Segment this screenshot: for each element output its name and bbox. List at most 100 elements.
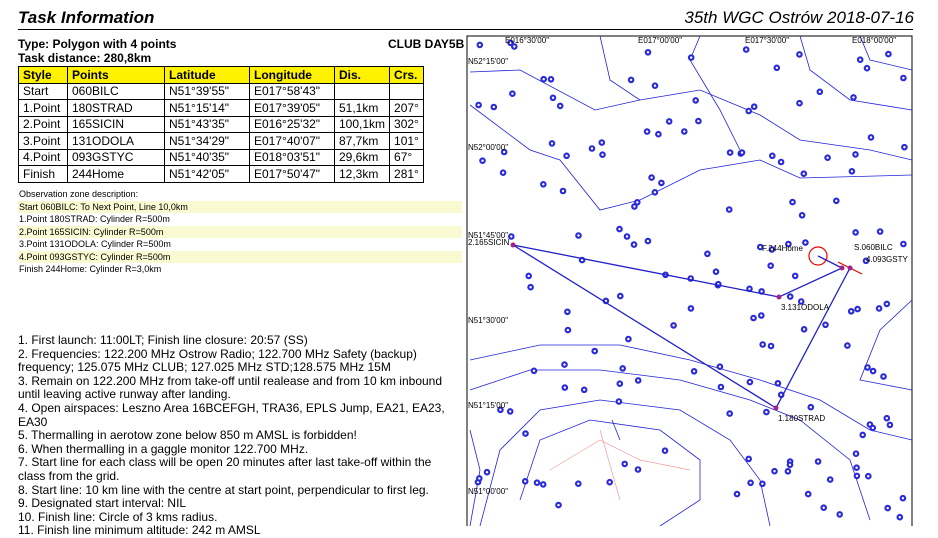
- waypoint-dot-center: [481, 159, 484, 162]
- note: 9. Designated start interval: NIL: [18, 496, 187, 511]
- table-cell: 281°: [389, 165, 424, 183]
- waypoint-dot-center: [770, 248, 774, 251]
- page-title: Task Information: [18, 8, 155, 27]
- waypoint-dot-center: [800, 214, 804, 217]
- waypoint-dot-center: [509, 41, 512, 44]
- waypoint-dot-center: [566, 328, 570, 332]
- waypoint-dot-center: [561, 189, 565, 193]
- waypoint-dot-center: [854, 231, 857, 234]
- waypoint-dot-center: [637, 379, 640, 382]
- waypoint-dot-center: [623, 462, 626, 466]
- waypoint-dot-center: [776, 382, 780, 385]
- header-rule: [18, 29, 913, 30]
- waypoint-dot-center: [846, 344, 849, 347]
- waypoint-dot-center: [779, 160, 783, 164]
- waypoint-dot-center: [646, 51, 650, 54]
- latitude-label: N51°45'00": [468, 231, 508, 240]
- table-cell: 67°: [389, 148, 424, 166]
- waypoint-dot-center: [861, 433, 864, 437]
- waypoint-label: S.060BILC: [854, 243, 893, 252]
- waypoint-dot-center: [838, 513, 841, 516]
- waypoint-dot-center: [800, 300, 803, 303]
- waypoint-dot-center: [802, 328, 806, 331]
- waypoint-dot-center: [663, 449, 667, 452]
- latitude-label: N51°30'00": [468, 316, 508, 325]
- event-title: 35th WGC Ostrów 2018-07-16: [684, 8, 914, 27]
- waypoint-dot-center: [706, 252, 709, 255]
- waypoint-dot-center: [878, 230, 882, 233]
- waypoint-dot-center: [625, 235, 629, 238]
- note: 8. Start line: 10 km line with the centr…: [18, 482, 429, 497]
- observation-line: Start 060BILC: To Next Point, Line 10,0k…: [18, 200, 462, 214]
- waypoint-dot-center: [529, 286, 532, 289]
- waypoint-dot-center: [636, 468, 640, 471]
- waypoint-dot-center: [824, 323, 827, 326]
- waypoint-dot-center: [566, 310, 569, 313]
- note: 4. Open airspaces: Leszno Area 16BCEFGH,…: [18, 400, 445, 429]
- observation-title: Observation zone description:: [19, 189, 139, 199]
- note: 7. Start line for each class will be ope…: [18, 455, 432, 483]
- waypoint-dot-center: [559, 104, 562, 108]
- waypoint-dot-center: [787, 242, 790, 246]
- waypoint-dot-center: [871, 426, 874, 430]
- task-class: CLUB DAY5B: [388, 37, 465, 51]
- waypoint-label: 4.093GSTY: [866, 255, 908, 264]
- waypoint-dot-center: [818, 90, 821, 94]
- longitude-label: E018°00'00": [852, 36, 896, 45]
- waypoint-dot-center: [761, 482, 764, 485]
- waypoint-dot-center: [499, 408, 502, 411]
- waypoint-dot-center: [689, 307, 693, 310]
- waypoint-dot-center: [645, 130, 649, 133]
- waypoint-dot-center: [859, 58, 862, 61]
- waypoint-dot-center: [692, 370, 696, 373]
- latitude-label: N51°00'00": [468, 487, 508, 496]
- waypoint-dot-center: [867, 475, 870, 478]
- table-cell: N51°15'14": [164, 99, 250, 117]
- waypoint-dot-center: [769, 264, 772, 267]
- table-cell: E017°58'43": [249, 82, 335, 100]
- waypoint-dot-center: [510, 235, 513, 238]
- turnpoint: [847, 265, 853, 271]
- map-labels: E016°30'00" E017°00'00" E017°30'00" E018°00…: [468, 36, 908, 496]
- note: 10. Finish line: Circle of 3 kms radius.: [18, 509, 218, 524]
- waypoint-dot-center: [740, 151, 744, 154]
- latitude-label: N52°15'00": [468, 57, 508, 66]
- waypoint-dot-center: [869, 136, 873, 139]
- waypoint-dot-center: [789, 295, 792, 298]
- waypoint-dot-center: [577, 234, 580, 237]
- table-cell: 12,3km: [333, 165, 391, 183]
- waypoint-dot-center: [850, 310, 853, 313]
- task-type: Type: Polygon with 4 points: [18, 37, 177, 51]
- waypoint-dot-center: [902, 242, 905, 246]
- waypoint-dot-center: [577, 482, 580, 485]
- observation-zones: Observation zone description: Start 060BI…: [18, 188, 462, 275]
- waypoint-dot-center: [627, 337, 630, 341]
- table-cell: 100,1km: [333, 115, 391, 133]
- waypoint-dot-center: [563, 363, 566, 366]
- waypoint-dot-center: [636, 201, 639, 204]
- task-table: Style Points Latitude Longitude Dis. Crs. Star…: [18, 66, 424, 183]
- waypoint-dot-center: [852, 96, 855, 99]
- waypoint-dot-center: [882, 375, 885, 378]
- table-cell: 4.Point: [18, 148, 68, 166]
- waypoint-dot-center: [653, 191, 657, 194]
- waypoint-dot-center: [809, 406, 812, 409]
- waypoint-dot-center: [524, 432, 527, 435]
- waypoint-dot-center: [791, 200, 794, 204]
- waypoint-dot-center: [697, 119, 700, 123]
- waypoint-dot-center: [854, 452, 858, 455]
- waypoint-dot-center: [542, 483, 545, 486]
- waypoint-dot-center: [753, 105, 756, 108]
- waypoint-dot-center: [888, 423, 892, 427]
- waypoint-dot-center: [765, 410, 768, 414]
- waypoint-dot-center: [657, 133, 660, 136]
- waypoint-dot-center: [542, 78, 545, 81]
- waypoint-dot-center: [601, 153, 604, 156]
- waypoint-dot-center: [580, 258, 584, 262]
- observation-line: Finish 244Home: Cylinder R=3,0km: [19, 263, 162, 274]
- waypoint-label: 3.131ODOLA: [781, 303, 830, 312]
- waypoint-dot-center: [535, 481, 539, 484]
- waypoint-dot-center: [618, 382, 621, 385]
- waypoint-dot-center: [527, 274, 530, 278]
- waypoint-dot-center: [835, 199, 838, 202]
